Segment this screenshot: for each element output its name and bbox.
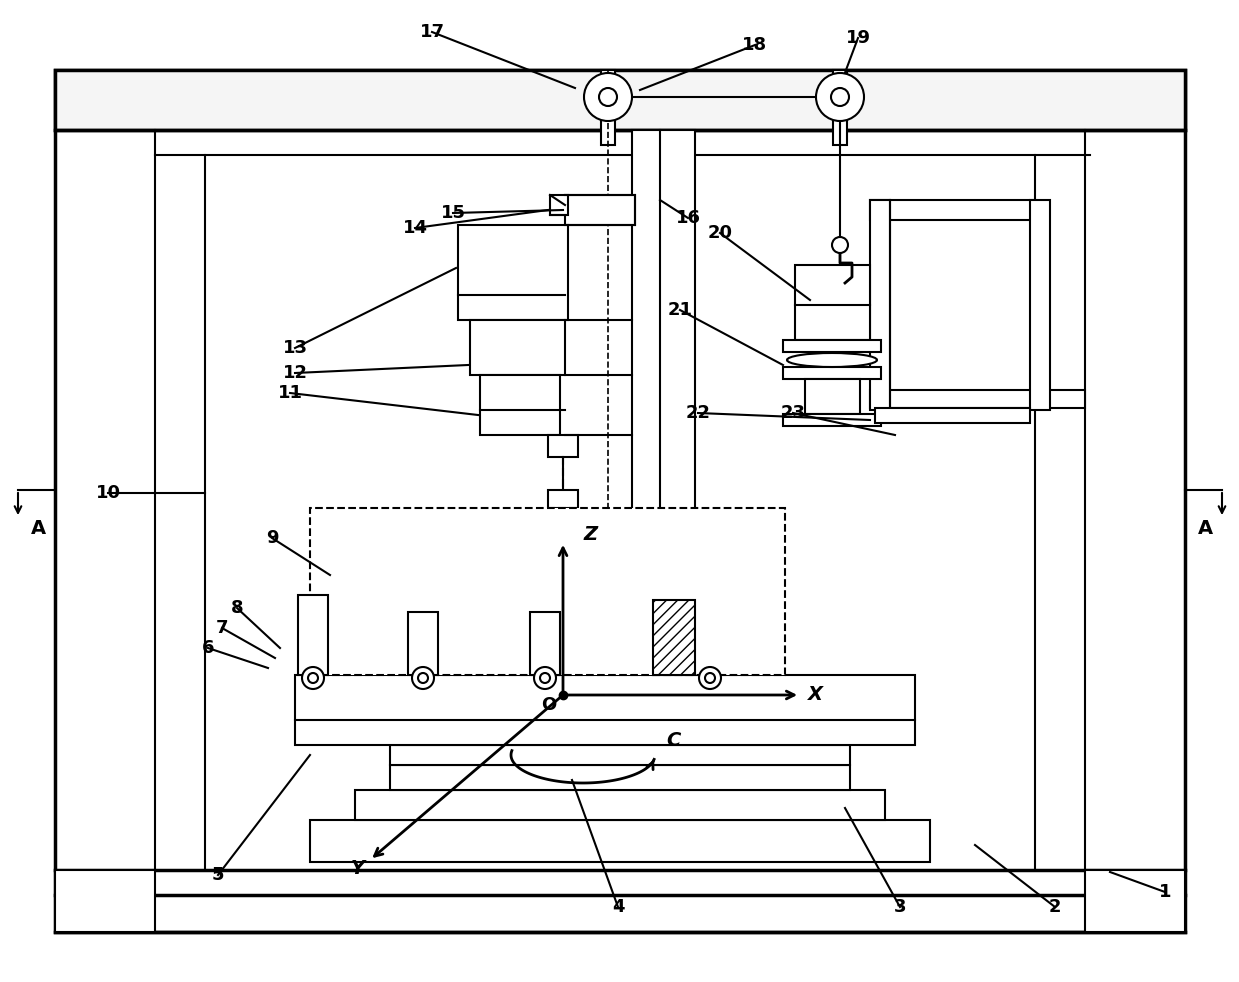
Bar (783, 340, 881, 352)
Bar (565, 195, 636, 225)
Text: 10: 10 (95, 484, 120, 502)
Text: 4: 4 (612, 898, 624, 916)
Bar (55, 870, 155, 932)
Circle shape (584, 73, 632, 121)
Text: 15: 15 (441, 204, 466, 222)
Text: Y: Y (351, 858, 366, 878)
Bar (1085, 870, 1184, 932)
Bar (653, 600, 695, 675)
Circle shape (831, 88, 849, 106)
Circle shape (413, 667, 434, 689)
Text: 21: 21 (668, 301, 693, 319)
Bar (550, 195, 567, 215)
Bar (310, 820, 930, 862)
Bar (548, 435, 579, 457)
Bar (310, 508, 786, 675)
Bar (875, 408, 1030, 423)
Bar (783, 367, 881, 379)
Text: 22: 22 (685, 404, 710, 422)
Circle shape (705, 673, 715, 683)
Bar (805, 379, 860, 414)
Text: 19: 19 (845, 29, 871, 47)
Bar (299, 595, 328, 675)
Bar (408, 612, 439, 675)
Bar (601, 70, 615, 145)
Bar (356, 790, 885, 820)
Text: 18: 18 (742, 36, 768, 54)
Text: 7: 7 (216, 619, 228, 637)
Bar (833, 70, 847, 145)
Text: 8: 8 (230, 599, 243, 617)
Bar (390, 765, 850, 790)
Bar (783, 414, 881, 426)
Bar (390, 745, 850, 765)
Circle shape (699, 667, 721, 689)
Text: 17: 17 (420, 23, 445, 41)
Text: 2: 2 (1048, 898, 1062, 916)
Text: 20: 20 (707, 224, 732, 242)
Bar (870, 390, 1085, 408)
Text: 9: 9 (265, 529, 279, 547)
Bar (620, 630, 705, 648)
Bar (55, 70, 1184, 932)
Bar (458, 225, 567, 320)
Text: O: O (541, 696, 556, 714)
Text: 6: 6 (202, 639, 214, 657)
Circle shape (534, 667, 556, 689)
Text: C: C (665, 731, 680, 749)
Text: Z: Z (584, 525, 598, 544)
Bar (479, 375, 560, 435)
Bar (795, 265, 870, 340)
Bar (307, 673, 318, 683)
Text: 5: 5 (212, 866, 224, 884)
Bar (870, 200, 1035, 220)
Text: 23: 23 (781, 404, 805, 422)
Text: 3: 3 (893, 898, 906, 916)
Text: 11: 11 (278, 384, 302, 402)
Circle shape (540, 673, 550, 683)
Text: A: A (1197, 518, 1213, 537)
Circle shape (418, 673, 427, 683)
Text: 12: 12 (282, 364, 307, 382)
Bar (632, 130, 695, 640)
Circle shape (598, 88, 617, 106)
Bar (1030, 200, 1049, 410)
Bar (295, 675, 914, 745)
Text: 16: 16 (675, 209, 700, 227)
Circle shape (833, 237, 847, 253)
Text: 13: 13 (282, 339, 307, 357)
Circle shape (309, 673, 318, 683)
Bar (548, 490, 579, 508)
Bar (530, 612, 560, 675)
Circle shape (817, 73, 864, 121)
Bar (55, 70, 1184, 130)
Text: 14: 14 (403, 219, 427, 237)
Text: A: A (31, 518, 46, 537)
Bar (470, 320, 565, 375)
Circle shape (302, 667, 325, 689)
Bar (870, 200, 890, 410)
Ellipse shape (787, 353, 877, 367)
Text: 1: 1 (1158, 883, 1171, 901)
Text: X: X (808, 685, 823, 704)
